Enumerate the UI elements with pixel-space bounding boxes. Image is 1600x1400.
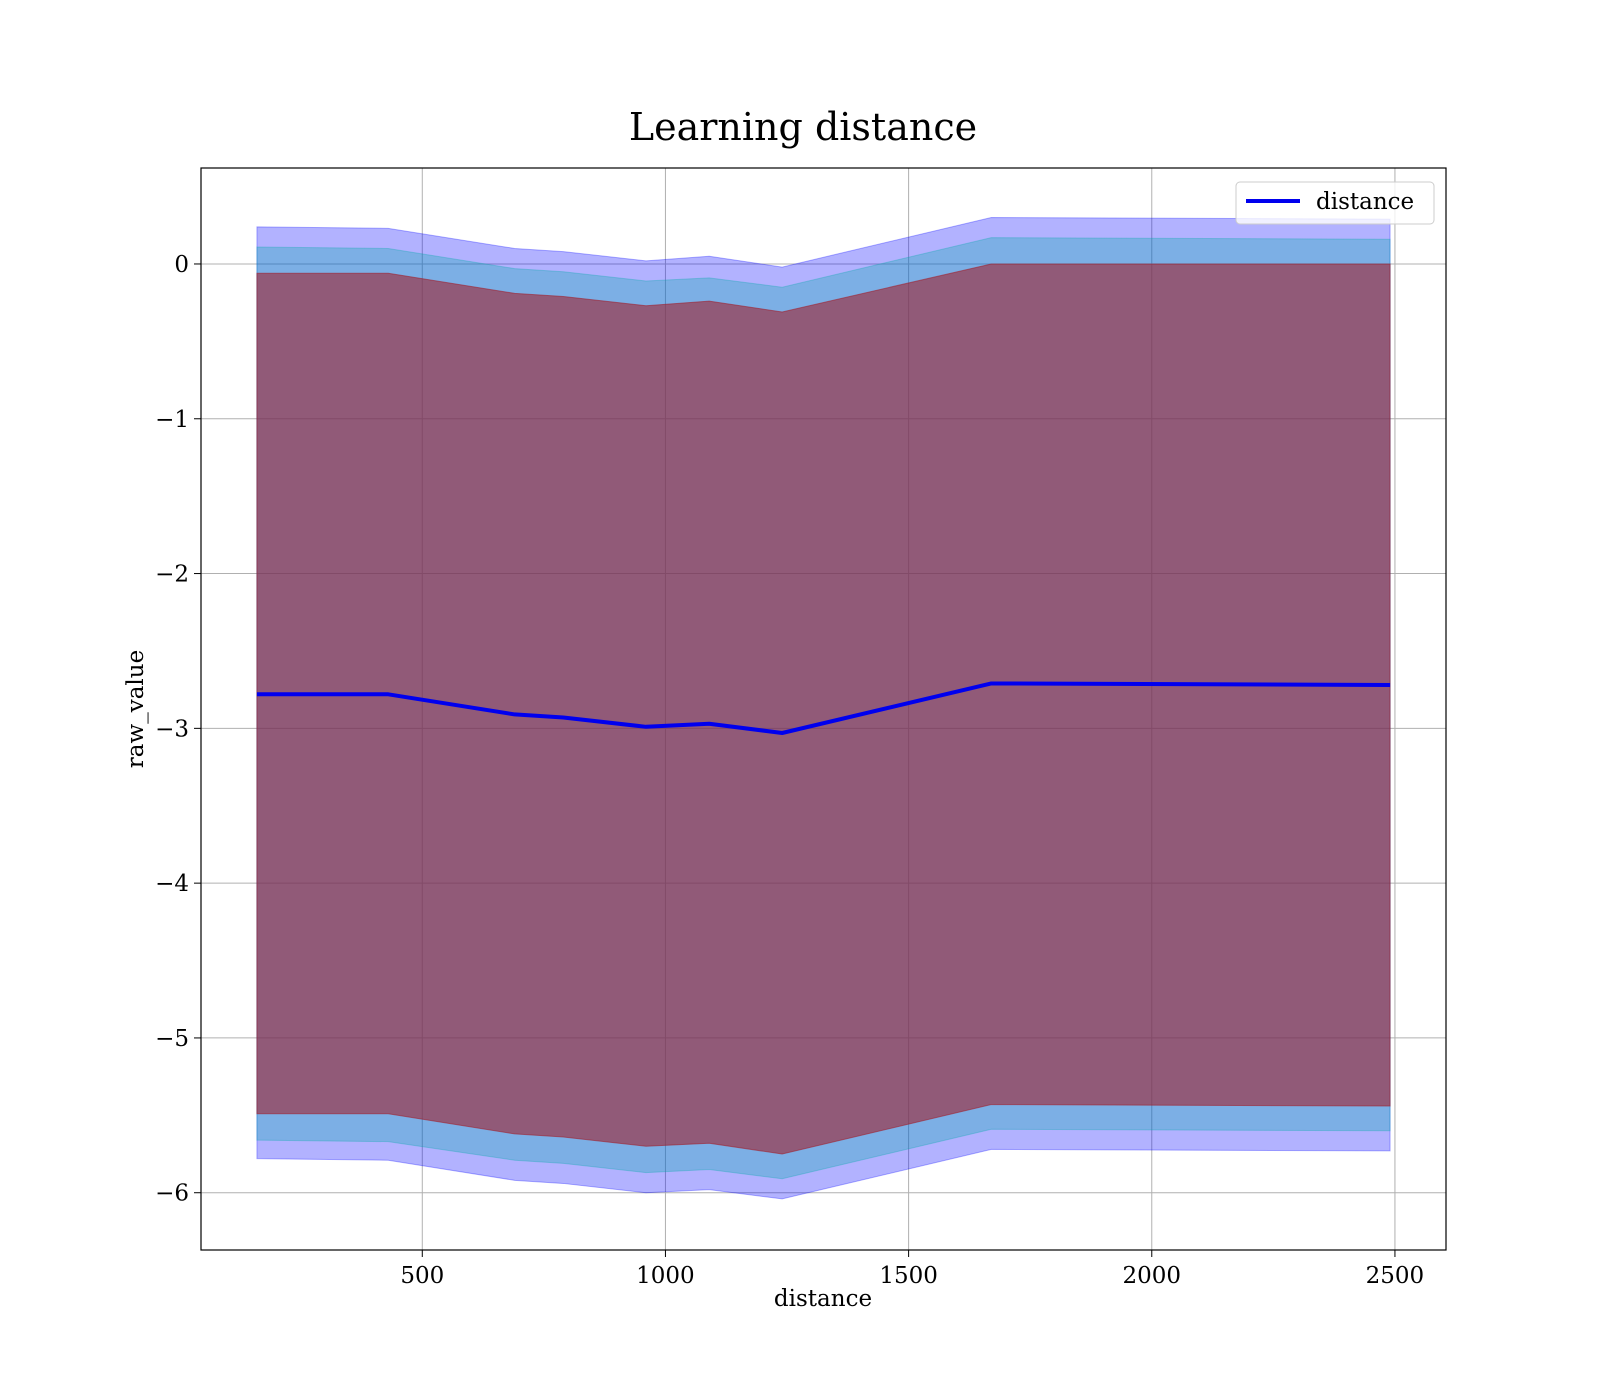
- confidence-bands: [256, 217, 1391, 1200]
- x-tick-label: 1500: [879, 1263, 938, 1289]
- legend-label-distance: distance: [1316, 189, 1414, 215]
- y-tick-label: −6: [155, 1181, 189, 1207]
- y-axis-label: raw_value: [123, 650, 149, 768]
- y-tick-label: −2: [155, 562, 189, 588]
- y-tick-label: −4: [155, 871, 189, 897]
- y-tick-label: 0: [174, 252, 189, 278]
- plot-frame: [200, 167, 1447, 1251]
- x-tick-label: 1000: [636, 1263, 695, 1289]
- series-line-distance: [256, 681, 1391, 735]
- x-tick-label: 500: [400, 1263, 444, 1289]
- y-tick-label: −5: [155, 1026, 189, 1052]
- x-tick-label: 2500: [1366, 1263, 1425, 1289]
- legend: distance: [1235, 181, 1435, 225]
- confidence-band: [256, 263, 1391, 1155]
- legend-box: [1235, 181, 1435, 225]
- x-axis-ticks: 500 1000 1500 2000 2500: [400, 1250, 1424, 1289]
- y-tick-label: −1: [155, 407, 189, 433]
- y-tick-label: −3: [155, 716, 189, 742]
- y-axis-ticks: 0 −1 −2 −3 −4 −5 −6: [155, 252, 201, 1207]
- x-tick-label: 2000: [1122, 1263, 1181, 1289]
- x-axis-label: distance: [774, 1286, 872, 1312]
- chart-title: Learning distance: [629, 105, 977, 149]
- series-lines: [256, 681, 1391, 735]
